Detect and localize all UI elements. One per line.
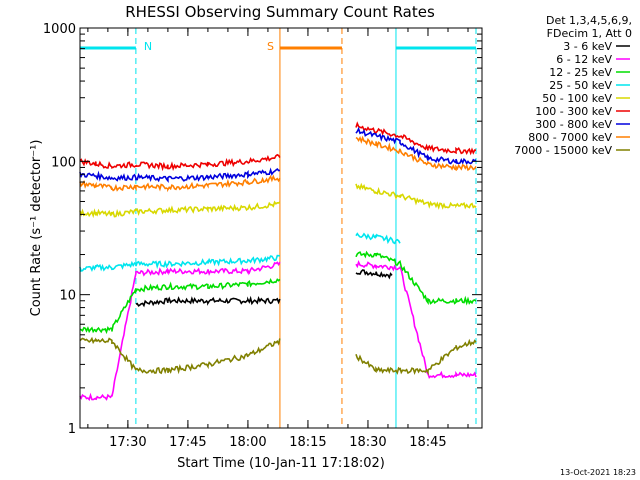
plot-axes: [79, 27, 483, 429]
y-tick-label-0: 1: [68, 422, 76, 437]
legend-label-0: 3 - 6 keV: [563, 40, 612, 53]
legend-label-4: 50 - 100 keV: [542, 92, 612, 105]
series-line-1: [79, 260, 477, 402]
marker-label-night: N: [144, 40, 152, 53]
legend-label-3: 25 - 50 keV: [549, 79, 612, 92]
legend-label-7: 800 - 7000 keV: [528, 131, 612, 144]
y-tick-label-2: 100: [51, 155, 76, 170]
y-tick-label-1: 10: [59, 289, 76, 304]
x-axis-ticks: 17:30 17:45 18:00 18:15 18:30 18:45: [87, 28, 469, 450]
legend-label-1: 6 - 12 keV: [556, 53, 612, 66]
y-tick-label-3: 1000: [43, 22, 76, 37]
x-tick-label-2: 18:00: [229, 435, 266, 450]
x-axis-label: Start Time (10-Jan-11 17:18:02): [177, 456, 385, 471]
plot-frame: [79, 27, 483, 429]
x-tick-label-0: 17:30: [109, 435, 146, 450]
series-lines: [79, 121, 477, 402]
series-line-6: [79, 126, 477, 184]
legend-header-decimation: FDecim 1, Att 0: [547, 27, 632, 40]
series-line-3: [79, 232, 401, 273]
y-axis-label: Count Rate (s⁻¹ detector⁻¹): [29, 140, 44, 317]
legend-label-5: 100 - 300 keV: [535, 105, 612, 118]
legend-header-detectors: Det 1,3,4,5,6,9,: [546, 14, 632, 27]
legend-label-2: 12 - 25 keV: [549, 66, 612, 79]
series-line-5: [79, 121, 477, 172]
legend-label-6: 300 - 800 keV: [535, 118, 612, 131]
x-tick-label-5: 18:45: [409, 435, 446, 450]
series-line-7: [79, 135, 477, 193]
marker-label-saa: S: [267, 40, 274, 53]
x-tick-label-3: 18:15: [289, 435, 326, 450]
series-line-2: [79, 250, 477, 335]
x-tick-label-4: 18:30: [349, 435, 386, 450]
series-line-8: [79, 336, 477, 376]
legend: Det 1,3,4,5,6,9, FDecim 1, Att 0 3 - 6 k…: [514, 14, 632, 157]
chart-title: RHESSI Observing Summary Count Rates: [125, 3, 435, 21]
generation-timestamp: 13-Oct-2021 18:23: [560, 468, 636, 477]
y-axis-ticks: 1 10 100 1000: [43, 22, 482, 437]
x-tick-label-1: 17:45: [169, 435, 206, 450]
legend-label-8: 7000 - 15000 keV: [514, 144, 612, 157]
series-line-0: [135, 269, 393, 308]
series-line-4: [79, 182, 477, 219]
